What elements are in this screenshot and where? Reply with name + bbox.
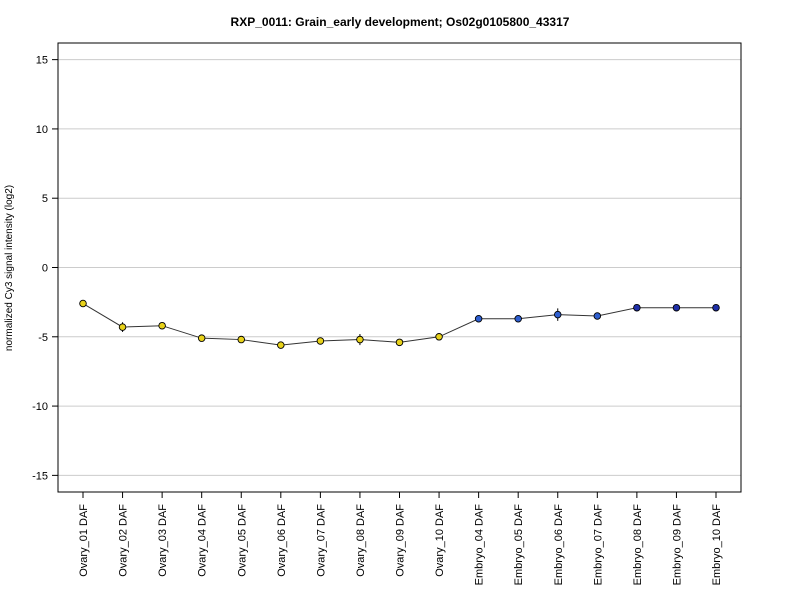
x-tick-label: Embryo_09 DAF: [671, 504, 683, 586]
data-series: [79, 299, 720, 349]
y-axis-label: normalized Cy3 signal intensity (log2): [4, 185, 15, 351]
data-point: [356, 335, 364, 344]
x-tick-label: Ovary_06 DAF: [276, 504, 288, 577]
data-point: [435, 333, 443, 341]
data-point: [158, 321, 166, 330]
y-tick-label: 0: [42, 263, 48, 275]
y-tick-label: -15: [32, 470, 48, 482]
x-tick-label: Ovary_04 DAF: [197, 504, 209, 577]
x-tick-label: Ovary_09 DAF: [395, 504, 407, 577]
data-point: [197, 334, 206, 342]
data-point: [118, 323, 127, 331]
x-tick-label: Ovary_01 DAF: [78, 504, 90, 577]
data-point: [277, 341, 285, 349]
x-tick-label: Ovary_05 DAF: [236, 504, 248, 577]
data-point: [633, 303, 641, 312]
y-tick-label: 10: [36, 124, 48, 136]
chart-title: RXP_0011: Grain_early development; Os02g…: [231, 15, 570, 29]
data-point: [712, 303, 720, 312]
x-tick-label: Ovary_07 DAF: [315, 504, 327, 577]
x-tick-label: Embryo_05 DAF: [513, 504, 525, 586]
data-point: [593, 312, 602, 320]
data-point: [514, 315, 522, 323]
data-point: [474, 315, 483, 323]
x-axis: Ovary_01 DAF Ovary_02 DAF Ovary_03 DAF Ovar…: [78, 492, 723, 585]
y-tick-label: -5: [38, 332, 48, 344]
x-tick-label: Ovary_03 DAF: [157, 504, 169, 577]
x-tick-label: Embryo_10 DAF: [711, 504, 723, 586]
x-tick-label: Embryo_06 DAF: [553, 504, 565, 586]
data-point: [316, 337, 325, 345]
x-tick-label: Ovary_08 DAF: [355, 504, 367, 577]
x-tick-label: Embryo_08 DAF: [632, 504, 644, 586]
y-tick-label: -10: [32, 401, 48, 413]
data-point: [395, 338, 404, 347]
x-tick-label: Ovary_10 DAF: [434, 504, 446, 577]
data-point: [672, 303, 681, 312]
data-point: [554, 310, 562, 319]
y-axis: -15 -10 -5 0 5 10 15: [32, 55, 58, 482]
x-tick-label: Embryo_04 DAF: [474, 504, 486, 586]
x-tick-label: Embryo_07 DAF: [592, 504, 604, 586]
y-tick-label: 5: [42, 193, 48, 205]
y-tick-label: 15: [36, 55, 48, 67]
data-point: [237, 335, 245, 344]
data-point: [79, 299, 87, 308]
gridlines: [58, 59, 741, 476]
x-tick-label: Ovary_02 DAF: [118, 504, 130, 577]
